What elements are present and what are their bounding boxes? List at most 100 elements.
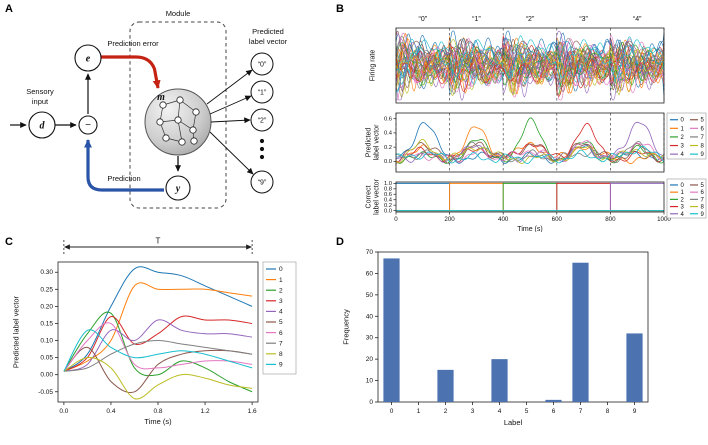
- series-7: [63, 339, 253, 372]
- svg-text:“0”: “0”: [419, 16, 428, 23]
- input-node-label: d: [40, 121, 46, 132]
- svg-text:5: 5: [525, 408, 529, 415]
- bar-7: [572, 262, 589, 402]
- svg-text:0.15: 0.15: [40, 320, 53, 327]
- svg-text:0.4: 0.4: [384, 198, 393, 204]
- svg-text:3: 3: [681, 205, 685, 211]
- svg-text:2: 2: [681, 197, 685, 203]
- svg-text:0: 0: [681, 118, 685, 124]
- comparator-minus-label: −: [85, 120, 91, 131]
- svg-text:0.05: 0.05: [40, 355, 53, 362]
- panel-b-charts: “0” “1” “2” “3” “4” Firing rate Predictedlabel…: [330, 0, 708, 233]
- module-label: Module: [166, 9, 191, 18]
- panel-c-chart: 0.0 0.4 0.8 1.2 1.6 -0.05 0.00 0.05 0.10 0.15 0.20…: [0, 232, 330, 445]
- svg-text:3: 3: [279, 298, 283, 305]
- svg-text:Correctlabel vector: Correctlabel vector: [365, 178, 380, 214]
- svg-text:4: 4: [498, 408, 502, 415]
- svg-text:0: 0: [394, 216, 398, 223]
- reservoir-nodes: [156, 96, 200, 146]
- label-circle-9-text: “9”: [258, 180, 267, 187]
- svg-text:1: 1: [681, 126, 685, 132]
- svg-text:2: 2: [279, 287, 283, 294]
- sensory-input-label-line2: input: [32, 97, 49, 106]
- firing-rate-traces: [395, 30, 665, 101]
- svg-text:2: 2: [681, 135, 685, 141]
- series-6: [63, 322, 253, 372]
- series-8: [63, 357, 253, 400]
- reservoir-edges: [159, 99, 197, 143]
- panel-b-svg: “0” “1” “2” “3” “4” Firing rate Predictedlabel…: [365, 16, 707, 233]
- svg-text:0.4: 0.4: [384, 131, 393, 137]
- svg-text:4: 4: [279, 309, 283, 316]
- prediction-label: Prediction: [107, 174, 140, 183]
- svg-text:Time (s): Time (s): [144, 417, 172, 426]
- svg-text:200: 200: [444, 216, 455, 223]
- svg-text:1: 1: [417, 408, 421, 415]
- svg-text:30: 30: [366, 335, 374, 342]
- svg-text:1000: 1000: [657, 216, 671, 223]
- svg-text:0: 0: [681, 183, 685, 189]
- legend-box: [262, 261, 297, 375]
- svg-text:1.6: 1.6: [248, 408, 257, 415]
- svg-text:400: 400: [498, 216, 509, 223]
- bar-9: [626, 333, 643, 402]
- correct-label-traces: [396, 182, 664, 212]
- panel-b-letter: B: [336, 3, 344, 15]
- svg-text:“2”: “2”: [526, 16, 535, 23]
- svg-text:800: 800: [605, 216, 616, 223]
- svg-text:0.2: 0.2: [384, 145, 392, 151]
- svg-text:0.25: 0.25: [40, 286, 53, 293]
- svg-text:9: 9: [633, 408, 637, 415]
- reservoir-label: m: [157, 92, 165, 103]
- bar-6: [545, 399, 562, 402]
- svg-text:7: 7: [701, 135, 705, 141]
- svg-text:0.8: 0.8: [153, 408, 162, 415]
- svg-text:0.2: 0.2: [384, 203, 392, 209]
- error-node-label: e: [86, 54, 91, 65]
- svg-text:0.4: 0.4: [106, 408, 115, 415]
- legend-box: [666, 112, 707, 160]
- series-2: [63, 311, 253, 393]
- svg-text:8: 8: [701, 205, 705, 211]
- prediction-error-label: Prediction error: [107, 39, 159, 48]
- svg-text:1.0: 1.0: [384, 181, 392, 187]
- svg-text:7: 7: [701, 197, 705, 203]
- svg-text:0.0: 0.0: [59, 408, 68, 415]
- comparator-circle: [78, 115, 98, 135]
- svg-text:0.0: 0.0: [384, 208, 392, 214]
- svg-text:“3”: “3”: [579, 16, 588, 23]
- svg-text:4: 4: [681, 212, 685, 218]
- svg-text:0.30: 0.30: [40, 269, 53, 276]
- panel-c-svg: 0.0 0.4 0.8 1.2 1.6 -0.05 0.00 0.05 0.10 0.15 0.20…: [12, 237, 297, 426]
- svg-text:6: 6: [552, 408, 556, 415]
- series-1: [63, 282, 253, 372]
- bar-2: [437, 369, 454, 402]
- bar-0: [383, 258, 400, 402]
- svg-text:Predicted label vector: Predicted label vector: [12, 295, 21, 368]
- svg-text:-0.05: -0.05: [38, 389, 53, 396]
- predicted-label-traces: [395, 117, 665, 165]
- svg-text:0.6: 0.6: [384, 192, 392, 198]
- reservoir-network: [156, 96, 200, 146]
- sensory-input-label-line1: Sensory: [26, 87, 54, 96]
- svg-text:5: 5: [701, 183, 705, 189]
- panel-d-letter: D: [336, 236, 344, 248]
- series-5: [63, 346, 253, 393]
- panel-a-letter: A: [5, 3, 13, 15]
- svg-text:2: 2: [444, 408, 448, 415]
- svg-text:0.00: 0.00: [40, 372, 53, 379]
- series-0: [63, 266, 253, 372]
- svg-text:0.8: 0.8: [384, 187, 392, 193]
- panel-a-diagram: Module Prediction error Prediction Senso…: [0, 0, 330, 232]
- series-9: [63, 329, 253, 372]
- output-node-circle: [165, 175, 191, 201]
- d-bars: [383, 258, 643, 402]
- svg-text:0: 0: [390, 408, 394, 415]
- svg-text:8: 8: [606, 408, 610, 415]
- ellipsis-dots: [259, 138, 265, 160]
- label-circle-9: [250, 170, 274, 194]
- svg-text:1.2: 1.2: [201, 408, 210, 415]
- prediction-error-arrow: [101, 55, 161, 89]
- svg-text:7: 7: [579, 408, 583, 415]
